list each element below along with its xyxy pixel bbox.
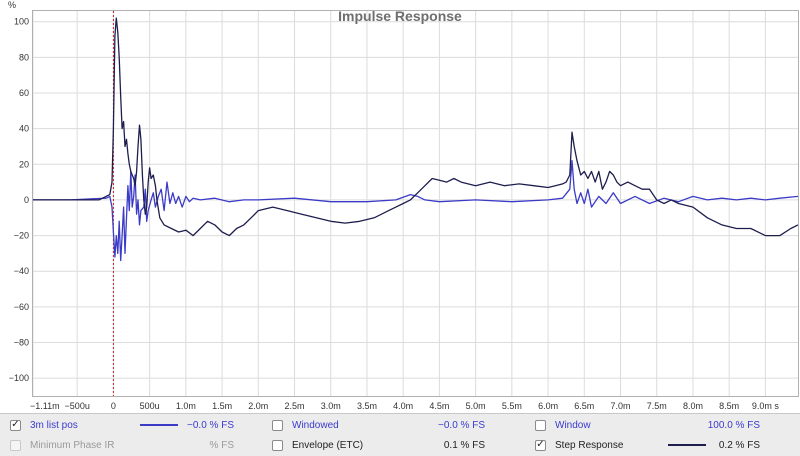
x-tick-label: 1.0m	[176, 401, 196, 411]
legend-row-1: ✓ 3m list pos −0.0 % FS Windowed −0.0 % …	[0, 415, 800, 435]
y-axis-unit-label: %	[8, 0, 16, 10]
legend-item-minimum-phase-ir: Minimum Phase IR	[10, 435, 114, 455]
x-tick-label: −1.11m	[30, 401, 60, 411]
x-tick-label: 5.0m	[466, 401, 486, 411]
x-tick-label: 7.0m	[611, 401, 631, 411]
series-line-3m-list-pos	[33, 160, 799, 262]
x-tick-label: 9.0m s	[752, 401, 780, 411]
series-line-step-response	[33, 17, 799, 237]
series-swatch-3m-list-pos	[140, 424, 178, 426]
series-group	[33, 17, 799, 262]
y-axis-ticks: 100 80 60 40 20 0 −20 −40 −60 −80 −100	[9, 17, 29, 383]
checkbox-minimum-phase-ir	[10, 439, 21, 451]
y-tick-label: 60	[19, 88, 29, 98]
y-tick-label: −20	[14, 231, 29, 241]
legend-value: % FS	[209, 439, 234, 451]
x-tick-label: 2.5m	[285, 401, 305, 411]
legend-label: 3m list pos	[30, 419, 78, 431]
x-tick-label: 7.5m	[647, 401, 667, 411]
legend-value: −0.0 % FS	[438, 419, 485, 431]
x-tick-label: 0	[111, 401, 116, 411]
y-tick-label: −100	[9, 373, 29, 383]
checkbox-window[interactable]	[535, 419, 546, 431]
legend-value: 0.1 % FS	[443, 439, 485, 451]
chart-title: Impulse Response	[338, 8, 462, 24]
legend-value-envelope-etc: 0.1 % FS	[430, 435, 485, 455]
legend-label: Window	[555, 419, 591, 431]
x-tick-label: 2.0m	[248, 401, 268, 411]
legend-item-window[interactable]: Window	[535, 415, 591, 435]
legend-value-3m-list-pos: −0.0 % FS	[187, 415, 234, 435]
legend-item-step-response[interactable]: ✓ Step Response	[535, 435, 623, 455]
y-tick-label: 40	[19, 124, 29, 134]
checkbox-envelope-etc[interactable]	[272, 439, 283, 451]
x-tick-label: 3.0m	[321, 401, 341, 411]
x-tick-label: 1.5m	[212, 401, 232, 411]
y-tick-label: −60	[14, 302, 29, 312]
x-tick-label: −500u	[65, 401, 90, 411]
legend-value-windowed: −0.0 % FS	[430, 415, 485, 435]
series-swatch-step-response	[668, 444, 706, 446]
x-tick-label: 3.5m	[357, 401, 377, 411]
x-tick-label: 4.0m	[393, 401, 413, 411]
checkbox-windowed[interactable]	[272, 419, 283, 431]
plot-background	[0, 0, 800, 415]
legend-label: Windowed	[292, 419, 339, 431]
legend-label: Step Response	[555, 439, 624, 451]
impulse-response-plot[interactable]: % 100 80 60 40 20 0 −20 −40 −60 −80 −100 −1.11m −50…	[0, 0, 800, 415]
x-tick-label: 500u	[140, 401, 160, 411]
x-tick-label: 8.0m	[683, 401, 703, 411]
legend-value-window: 100.0 % FS	[700, 415, 760, 435]
x-tick-label: 8.5m	[719, 401, 739, 411]
legend-value-step-response: 0.2 % FS	[700, 435, 760, 455]
y-tick-label: −80	[14, 338, 29, 348]
legend-item-windowed[interactable]: Windowed	[272, 415, 339, 435]
legend-panel: ✓ 3m list pos −0.0 % FS Windowed −0.0 % …	[0, 413, 800, 456]
checkbox-step-response[interactable]: ✓	[535, 439, 546, 451]
checkbox-3m-list-pos[interactable]: ✓	[10, 419, 21, 431]
y-tick-label: 20	[19, 159, 29, 169]
legend-item-3m-list-pos[interactable]: ✓ 3m list pos	[10, 415, 78, 435]
y-tick-label: 0	[24, 195, 29, 205]
legend-item-envelope-etc[interactable]: Envelope (ETC)	[272, 435, 363, 455]
plot-frame	[32, 10, 799, 397]
legend-label: Minimum Phase IR	[30, 439, 115, 451]
y-tick-label: 100	[14, 17, 29, 27]
y-tick-label: 80	[19, 52, 29, 62]
x-tick-label: 6.0m	[538, 401, 558, 411]
x-tick-label: 5.5m	[502, 401, 522, 411]
legend-value: 100.0 % FS	[707, 419, 760, 431]
legend-row-2: Minimum Phase IR % FS Envelope (ETC) 0.1…	[0, 435, 800, 455]
legend-value-minimum-phase-ir: % FS	[190, 435, 234, 455]
x-axis-ticks: −1.11m −500u 0 500u 1.0m 1.5m 2.0m 2.5m 3.0m 3.5m…	[30, 401, 779, 411]
x-tick-label: 6.5m	[574, 401, 594, 411]
x-tick-label: 4.5m	[429, 401, 449, 411]
legend-label: Envelope (ETC)	[292, 439, 364, 451]
y-tick-label: −40	[14, 266, 29, 276]
legend-value: 0.2 % FS	[718, 439, 760, 451]
legend-value: −0.0 % FS	[187, 419, 234, 431]
